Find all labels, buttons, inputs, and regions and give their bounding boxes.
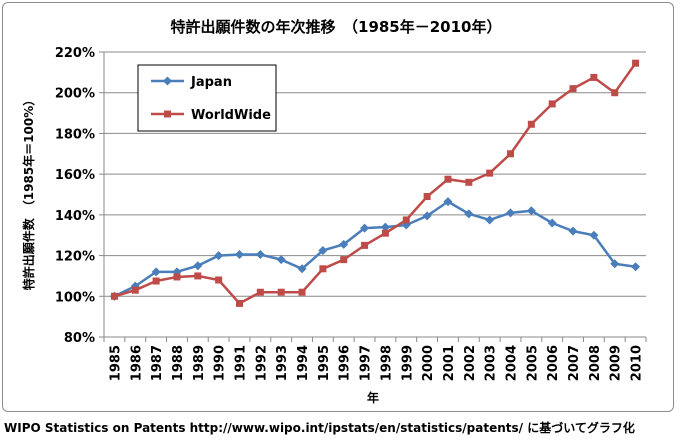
y-tick-label: 200% [55, 87, 95, 102]
data-point-square [152, 277, 160, 285]
data-point-square [590, 73, 598, 81]
x-tick-label: 1997 [359, 345, 374, 381]
x-tick-label: 2000 [421, 345, 436, 381]
data-point-diamond [318, 245, 328, 255]
x-tick-label: 1987 [150, 345, 165, 381]
x-tick-label: 2003 [484, 345, 499, 381]
x-tick-label: 2002 [463, 345, 478, 381]
data-point-diamond [380, 222, 390, 232]
x-tick-label: 1991 [234, 345, 249, 381]
x-tick-label: 1994 [296, 345, 311, 381]
y-tick-label: 140% [55, 209, 95, 224]
legend: Japan WorldWide [137, 64, 277, 132]
data-point-square [361, 241, 369, 249]
data-point-square [381, 229, 389, 237]
x-tick-label: 2010 [630, 345, 645, 381]
data-point-diamond [255, 250, 265, 260]
series-line-japan [113, 200, 636, 298]
data-point-square [465, 178, 473, 186]
x-tick-label: 2001 [442, 345, 457, 381]
data-point-square [507, 150, 514, 158]
chart-title: 特許出願件数の年次推移 （1985年－2010年） [171, 18, 502, 36]
data-point-square [444, 175, 452, 183]
data-point-square [611, 89, 619, 97]
x-tick-label: 2009 [609, 345, 624, 381]
x-tick-label: 1985 [108, 345, 123, 381]
data-point-square [402, 216, 410, 224]
data-point-diamond [589, 230, 599, 240]
x-tick-label: 1999 [400, 345, 415, 381]
x-tick-label: 1996 [338, 345, 353, 381]
data-point-square [236, 299, 243, 307]
data-point-diamond [631, 262, 641, 272]
data-point-diamond [485, 215, 495, 225]
legend-marker-square [164, 110, 171, 118]
x-axis-ticks: 1985 1986 1987 1988 1989 1990 1991 1992 1993 1994… [103, 337, 647, 381]
y-tick-label: 160% [55, 168, 95, 183]
gridlines [104, 51, 646, 297]
x-tick-label: 2005 [525, 345, 540, 381]
data-point-diamond [235, 250, 244, 260]
series-lines [109, 59, 641, 307]
data-point-diamond [526, 206, 536, 216]
line-chart: 特許出願件数の年次推移 （1985年－2010年） 80% 100% 120% 140… [21, 18, 647, 405]
x-tick-label: 1986 [129, 345, 144, 381]
x-tick-label: 1995 [317, 345, 332, 381]
data-point-square [569, 85, 577, 93]
x-tick-label: 2004 [505, 345, 520, 381]
data-point-square [340, 256, 348, 264]
x-axis-label: 年 [367, 390, 379, 405]
data-point-square [632, 59, 640, 67]
data-point-diamond [214, 251, 224, 261]
data-point-diamond [464, 209, 474, 219]
x-tick-label: 2006 [546, 345, 561, 381]
data-point-square [277, 288, 285, 296]
data-point-square [256, 288, 264, 296]
y-tick-label: 120% [55, 250, 95, 265]
data-point-square [423, 193, 431, 201]
data-point-diamond [297, 264, 307, 274]
data-point-diamond [547, 218, 557, 228]
data-point-diamond [506, 208, 515, 218]
x-tick-label: 1989 [192, 345, 207, 381]
y-axis-label: 特許出願件数 （1985年＝100%） [21, 94, 36, 290]
legend-box [137, 64, 277, 132]
x-tick-label: 1988 [171, 345, 186, 381]
data-point-diamond [610, 259, 620, 269]
legend-marker-diamond [163, 76, 172, 86]
y-tick-label: 100% [55, 290, 95, 305]
x-tick-label: 1993 [275, 345, 290, 381]
x-tick-label: 1998 [379, 345, 394, 381]
data-point-square [527, 120, 535, 128]
data-point-square [131, 286, 139, 294]
data-point-square [194, 272, 202, 280]
legend-label-japan: Japan [190, 75, 232, 90]
data-point-diamond [443, 197, 453, 207]
x-tick-label: 2008 [588, 345, 603, 381]
x-tick-label: 2007 [567, 345, 582, 381]
y-tick-label: 80% [64, 331, 95, 346]
x-tick-label: 1990 [213, 345, 228, 381]
data-point-diamond [422, 211, 432, 221]
legend-label-worldwide: WorldWide [191, 108, 271, 123]
chart-frame [2, 2, 674, 412]
data-point-diamond [360, 223, 370, 233]
data-point-square [215, 276, 223, 284]
y-tick-label: 180% [55, 127, 95, 142]
data-point-square [110, 292, 118, 300]
data-point-diamond [276, 255, 286, 265]
data-point-square [298, 288, 306, 296]
data-point-diamond [568, 226, 578, 236]
data-point-diamond [193, 261, 203, 271]
data-point-square [319, 265, 327, 273]
y-axis-ticks: 80% 100% 120% 140% 160% 180% 200% 220% [55, 46, 104, 346]
source-note: WIPO Statistics on Patents http://www.wi… [4, 421, 635, 435]
y-tick-label: 220% [55, 46, 95, 61]
data-point-square [548, 100, 556, 108]
x-tick-label: 1992 [254, 345, 269, 381]
data-point-diamond [151, 267, 161, 277]
data-point-square [173, 273, 181, 281]
data-point-diamond [339, 239, 349, 249]
data-point-square [486, 169, 494, 177]
